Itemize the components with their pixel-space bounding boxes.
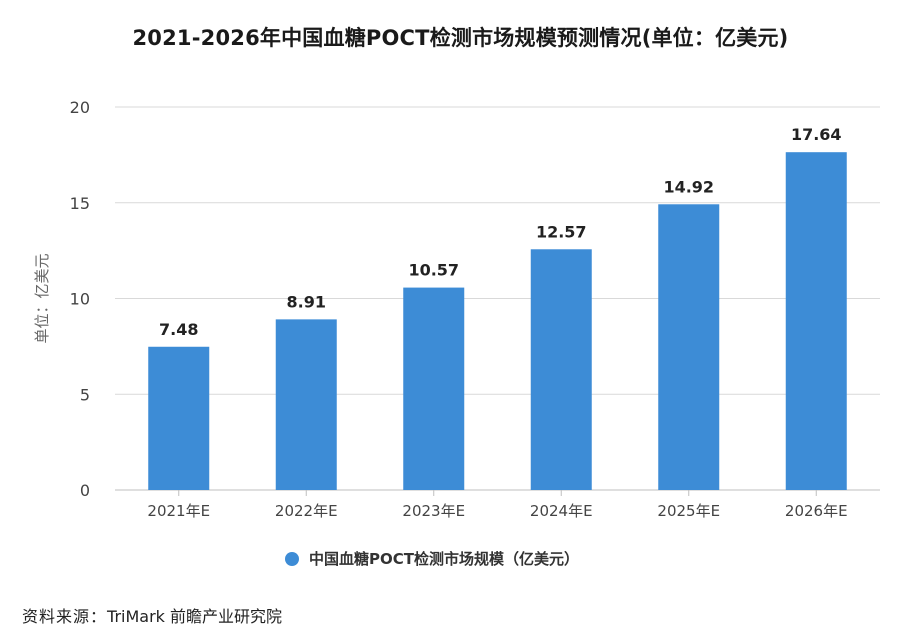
y-tick-label: 0 (80, 481, 90, 500)
x-tick-label: 2023年E (402, 502, 465, 520)
data-label: 12.57 (536, 222, 587, 241)
chart-title: 2021-2026年中国血糖POCT检测市场规模预测情况(单位：亿美元) (132, 26, 789, 50)
bar (658, 204, 720, 491)
bar (275, 319, 337, 490)
y-tick-label: 20 (70, 98, 90, 117)
legend[interactable]: 中国血糖POCT检测市场规模（亿美元） (285, 548, 579, 569)
source-label: 资料来源： (22, 607, 108, 626)
y-axis-label: 单位：亿美元 (33, 253, 51, 343)
legend-label: 中国血糖POCT检测市场规模（亿美元） (309, 550, 579, 568)
x-tick-label: 2025年E (657, 502, 720, 520)
data-label: 8.91 (287, 292, 326, 311)
bar (785, 152, 847, 490)
bar (530, 249, 592, 490)
x-tick-label: 2026年E (785, 502, 848, 520)
x-tick-label: 2024年E (530, 502, 593, 520)
data-label: 17.64 (791, 125, 842, 144)
bar (403, 287, 465, 490)
y-tick-label: 10 (70, 290, 90, 309)
data-label: 10.57 (408, 261, 459, 280)
legend-swatch (285, 551, 299, 566)
data-label: 14.92 (663, 177, 714, 196)
x-tick-label: 2022年E (275, 502, 338, 520)
data-label: 7.48 (159, 320, 198, 339)
y-tick-label: 15 (70, 194, 90, 213)
source-note: 资料来源：TriMark 前瞻产业研究院 (22, 603, 282, 627)
x-tick-label: 2021年E (147, 502, 210, 520)
bar (148, 346, 210, 490)
y-tick-label: 5 (80, 385, 90, 404)
source-text: TriMark 前瞻产业研究院 (107, 607, 283, 626)
